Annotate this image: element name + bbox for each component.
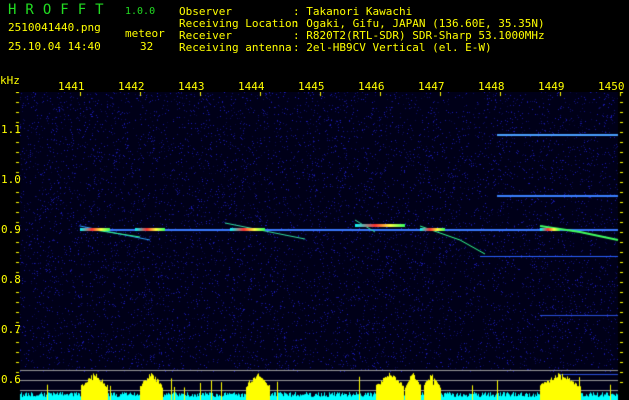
y-tick-label: 1.0 <box>1 173 21 186</box>
receiver-label: Receiver <box>179 29 232 42</box>
x-tick-label: 1446 <box>358 80 385 93</box>
x-tick-label: 1443 <box>178 80 205 93</box>
observer-value: : Takanori Kawachi <box>293 5 413 18</box>
receiver-value: : R820T2(RTL-SDR) SDR-Sharp 53.1000MHz <box>293 29 545 42</box>
file-datetime: 25.10.04 14:40 <box>8 40 101 53</box>
x-tick-label: 1447 <box>418 80 445 93</box>
app-version: 1.0.0 <box>125 6 156 17</box>
x-tick-label: 1449 <box>538 80 565 93</box>
location-value: : Ogaki, Gifu, JAPAN (136.60E, 35.35N) <box>293 17 545 30</box>
x-tick-label: 1448 <box>478 80 505 93</box>
app-title: HROFFT <box>8 2 113 18</box>
y-tick-label: 0.9 <box>1 223 21 236</box>
meteor-count: 32 <box>140 40 154 53</box>
y-tick-label: 0.8 <box>1 273 21 286</box>
spectrogram <box>0 92 629 400</box>
x-tick-label: 1441 <box>58 80 85 93</box>
meteor-label: meteor <box>125 27 165 40</box>
y-tick-label: 0.7 <box>1 323 21 336</box>
x-tick-label: 1450 <box>598 80 625 93</box>
antenna-label: Receiving antenna <box>179 41 292 54</box>
x-tick-label: 1442 <box>118 80 145 93</box>
x-tick-label: 1444 <box>238 80 265 93</box>
observer-label: Observer <box>179 5 232 18</box>
antenna-value: : 2el-HB9CV Vertical (el. E-W) <box>293 41 492 54</box>
x-tick-label: 1445 <box>298 80 325 93</box>
file-name: 2510041440.png <box>8 21 101 34</box>
y-tick-label: 1.1 <box>1 123 21 136</box>
location-label: Receiving Location <box>179 17 299 30</box>
y-tick-label: 0.6 <box>1 373 21 386</box>
axis-unit: kHz <box>0 74 20 87</box>
